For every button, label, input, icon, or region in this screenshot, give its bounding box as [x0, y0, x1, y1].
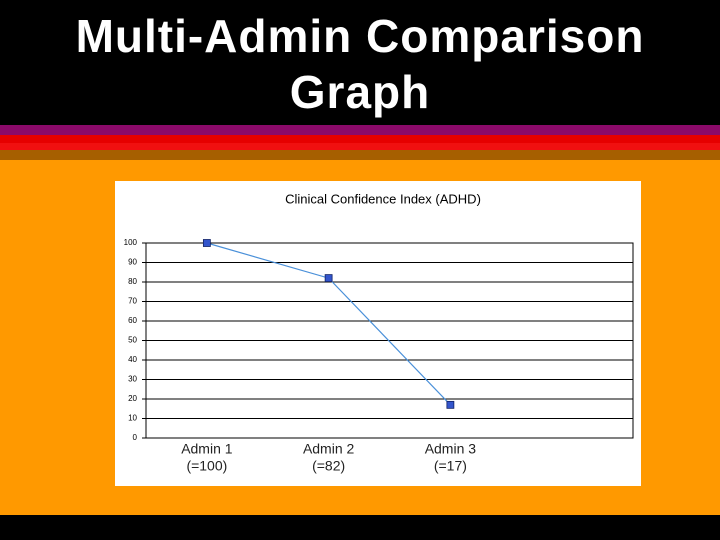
title-bar: [0, 0, 720, 125]
stripe: [0, 125, 720, 135]
data-point: [324, 274, 333, 283]
stripe: [0, 143, 720, 150]
y-tick-label: 70: [128, 297, 137, 306]
y-tick-label: 0: [133, 433, 138, 442]
y-tick-label: 80: [128, 277, 137, 286]
chart-title: Clinical Confidence Index (ADHD): [285, 191, 481, 206]
y-tick-label: 10: [128, 414, 137, 423]
x-tick-label: Admin 2: [303, 441, 355, 457]
data-point: [446, 400, 455, 409]
slide-title: Multi-Admin Comparison Graph: [75, 10, 645, 118]
stripe: [0, 135, 720, 143]
y-tick-label: 50: [128, 336, 137, 345]
y-tick-label: 30: [128, 375, 137, 384]
y-tick-label: 20: [128, 394, 137, 403]
x-tick-label: Admin 1: [181, 441, 233, 457]
footer-bar: [0, 515, 720, 540]
y-tick-label: 60: [128, 316, 137, 325]
data-point: [202, 239, 211, 247]
y-tick-label: 40: [128, 355, 137, 364]
y-tick-label: 100: [124, 238, 138, 247]
x-tick-label: Admin 3: [425, 441, 477, 457]
x-tick-note: (=17): [434, 458, 467, 474]
stripe: [0, 150, 720, 160]
x-tick-note: (=82): [312, 458, 345, 474]
y-tick-label: 90: [128, 258, 137, 267]
x-tick-note: (=100): [186, 458, 227, 474]
